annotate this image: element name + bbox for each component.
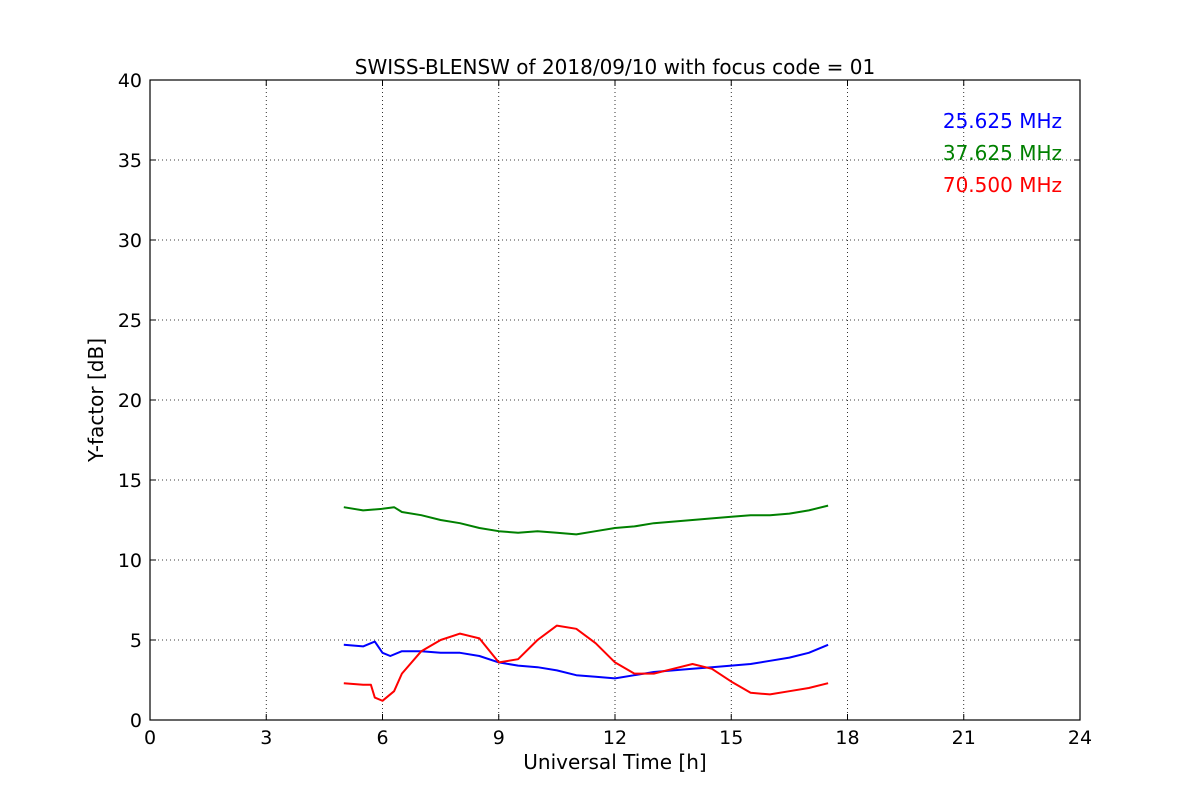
series-line-2 bbox=[343, 624, 829, 702]
x-tick-label: 3 bbox=[260, 727, 272, 749]
series-layer bbox=[343, 504, 829, 702]
x-tick-label: 6 bbox=[376, 727, 388, 749]
y-axis-label: Y-factor [dB] bbox=[84, 338, 108, 463]
y-tick-label: 5 bbox=[130, 630, 142, 652]
y-tick-label: 20 bbox=[118, 390, 142, 412]
legend: 25.625 MHz 37.625 MHz 70.500 MHz bbox=[943, 109, 1062, 197]
legend-entry-1: 37.625 MHz bbox=[943, 141, 1062, 165]
series-line-1 bbox=[343, 504, 829, 536]
y-tick-label: 30 bbox=[118, 230, 142, 252]
x-tick-label: 12 bbox=[603, 727, 627, 749]
y-tick-label: 35 bbox=[118, 150, 142, 172]
axis-ticks: 0 3 6 9 12 15 18 21 24 0 5 10 15 20 25 30 35 40 bbox=[118, 70, 1092, 749]
x-tick-label: 21 bbox=[952, 727, 976, 749]
x-tick-label: 24 bbox=[1068, 727, 1092, 749]
chart-title: SWISS-BLENSW of 2018/09/10 with focus co… bbox=[355, 55, 876, 79]
x-axis-label: Universal Time [h] bbox=[523, 750, 706, 774]
x-tick-label: 0 bbox=[144, 727, 156, 749]
legend-entry-0: 25.625 MHz bbox=[943, 109, 1062, 133]
series-line-0 bbox=[343, 640, 829, 680]
x-tick-label: 15 bbox=[719, 727, 743, 749]
y-tick-label: 40 bbox=[118, 70, 142, 92]
x-tick-label: 18 bbox=[835, 727, 859, 749]
legend-entry-2: 70.500 MHz bbox=[943, 173, 1062, 197]
x-tick-label: 9 bbox=[493, 727, 505, 749]
y-tick-label: 0 bbox=[130, 710, 142, 732]
y-tick-label: 10 bbox=[118, 550, 142, 572]
y-tick-label: 25 bbox=[118, 310, 142, 332]
y-tick-label: 15 bbox=[118, 470, 142, 492]
